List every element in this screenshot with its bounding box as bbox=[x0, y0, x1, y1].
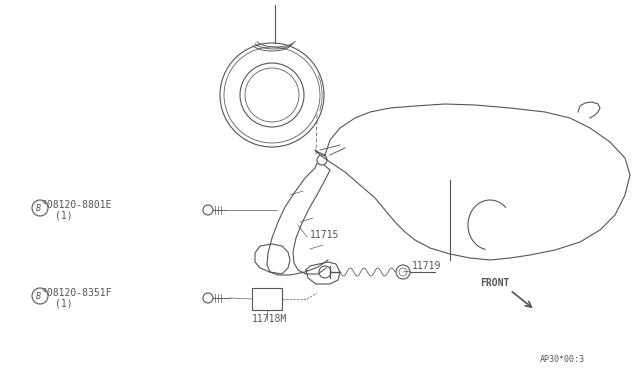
Text: 11719: 11719 bbox=[412, 261, 442, 271]
Text: (1): (1) bbox=[55, 210, 72, 220]
Text: °08120-8351F: °08120-8351F bbox=[42, 288, 113, 298]
Bar bbox=[252, 288, 282, 310]
Text: B: B bbox=[36, 204, 41, 213]
Text: 11718M: 11718M bbox=[252, 314, 287, 324]
Text: 11715: 11715 bbox=[310, 230, 339, 240]
Text: °08120-8801E: °08120-8801E bbox=[42, 200, 113, 210]
Text: B: B bbox=[36, 292, 41, 301]
Text: AP30*00:3: AP30*00:3 bbox=[540, 355, 585, 364]
Text: (1): (1) bbox=[55, 298, 72, 308]
Text: FRONT: FRONT bbox=[480, 278, 509, 288]
